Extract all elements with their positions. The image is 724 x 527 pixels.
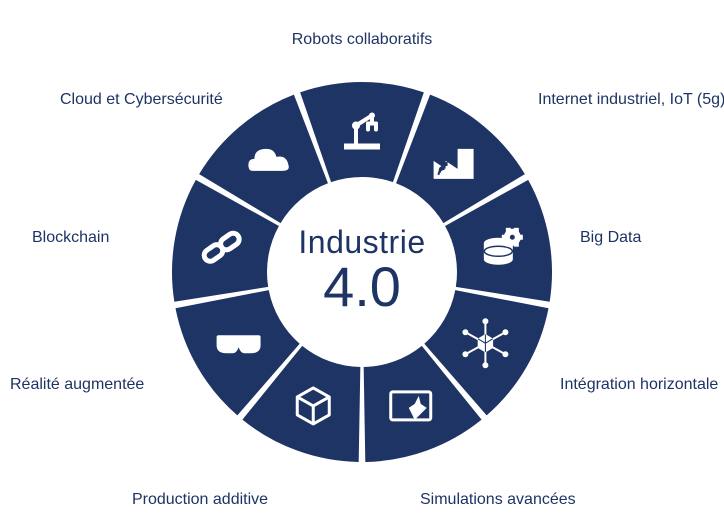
label-blockchain: Blockchain [32, 228, 109, 247]
label-bigdata: Big Data [580, 228, 641, 247]
label-integration: Intégration horizontale [560, 375, 718, 394]
label-cloud: Cloud et Cybersécurité [60, 90, 223, 109]
wheel-svg [0, 0, 724, 527]
label-iot: Internet industriel, IoT (5g) [538, 90, 724, 109]
label-simulation: Simulations avancées [420, 490, 576, 509]
label-additive: Production additive [132, 490, 268, 509]
label-robots: Robots collaboratifs [292, 30, 433, 49]
center-circle [268, 178, 456, 366]
infographic-stage: Industrie 4.0 Robots collaboratifsIntern… [0, 0, 724, 527]
label-ar: Réalité augmentée [10, 375, 144, 394]
